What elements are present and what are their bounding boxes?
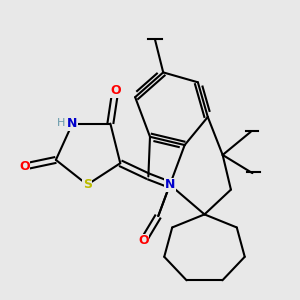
Text: N: N [165, 178, 175, 191]
Text: S: S [83, 178, 92, 191]
Text: N: N [67, 117, 78, 130]
Text: H: H [57, 118, 65, 128]
Text: O: O [110, 84, 121, 97]
Text: O: O [138, 234, 149, 247]
Text: O: O [19, 160, 30, 173]
